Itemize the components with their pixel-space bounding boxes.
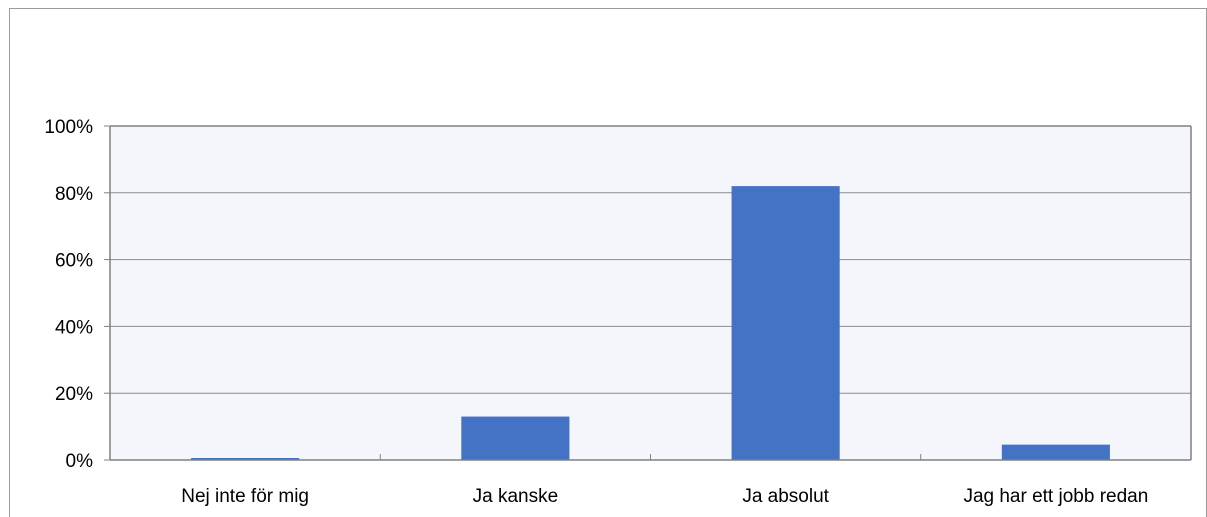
bars bbox=[191, 186, 1110, 460]
y-tick-label: 60% bbox=[55, 251, 93, 272]
y-tick-label: 20% bbox=[55, 384, 93, 405]
bar bbox=[461, 416, 570, 460]
x-tick-label: Jag har ett jobb redan bbox=[963, 486, 1148, 507]
bar bbox=[731, 186, 840, 460]
y-tick-label: 100% bbox=[44, 117, 93, 138]
plot-area bbox=[110, 126, 1191, 460]
x-tick-label: Ja absolut bbox=[742, 486, 829, 507]
y-tick-label: 80% bbox=[55, 184, 93, 205]
bar bbox=[191, 457, 300, 460]
axes bbox=[104, 125, 1192, 461]
x-tick-label: Ja kanske bbox=[473, 486, 559, 507]
y-tick-label: 0% bbox=[66, 451, 94, 472]
y-tick-labels: 0% 20% 40% 60% 80% 100% bbox=[44, 117, 93, 472]
x-tick-label: Nej inte för mig bbox=[181, 486, 309, 507]
bar bbox=[1001, 444, 1110, 460]
x-tick-labels: Nej inte för mig Ja kanske Ja absolut Jag h… bbox=[181, 486, 1148, 507]
y-tick-label: 40% bbox=[55, 317, 93, 338]
